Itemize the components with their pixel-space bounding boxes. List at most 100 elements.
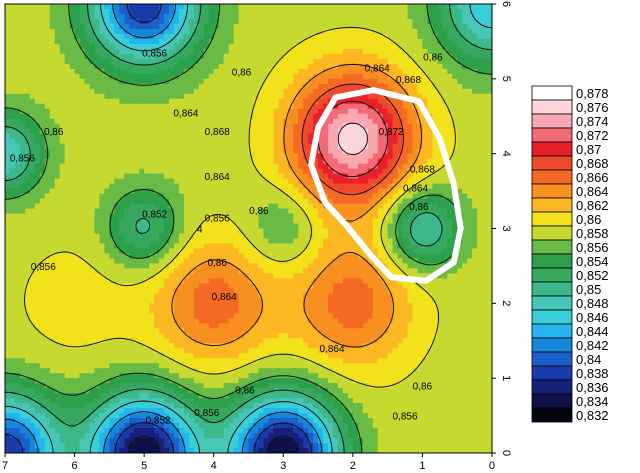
field-cell bbox=[372, 83, 379, 90]
field-cell bbox=[303, 253, 309, 260]
field-cell bbox=[233, 113, 240, 120]
field-cell bbox=[482, 118, 488, 125]
field-cell bbox=[258, 23, 265, 30]
field-cell bbox=[457, 188, 463, 195]
field-cell bbox=[154, 118, 160, 125]
field-cell bbox=[99, 98, 105, 105]
field-cell bbox=[457, 168, 463, 175]
field-cell bbox=[238, 163, 245, 170]
field-cell bbox=[452, 68, 458, 75]
field-cell bbox=[64, 248, 71, 255]
field-cell bbox=[447, 143, 453, 150]
field-cell bbox=[29, 108, 36, 115]
field-cell bbox=[183, 43, 190, 50]
field-cell bbox=[54, 193, 61, 200]
field-cell bbox=[114, 113, 120, 120]
field-cell bbox=[487, 83, 492, 90]
field-cell bbox=[462, 123, 468, 130]
field-cell bbox=[29, 223, 36, 230]
field-cell bbox=[14, 213, 21, 220]
field-cell bbox=[99, 88, 105, 95]
field-cell bbox=[84, 238, 91, 245]
field-cell bbox=[74, 48, 81, 55]
field-cell bbox=[114, 253, 120, 260]
field-cell bbox=[427, 188, 433, 195]
field-cell bbox=[109, 163, 115, 170]
field-cell bbox=[357, 213, 364, 220]
field-cell bbox=[149, 183, 155, 190]
field-cell bbox=[412, 8, 419, 15]
field-cell bbox=[352, 218, 359, 225]
field-cell bbox=[203, 8, 210, 15]
field-cell bbox=[79, 48, 86, 55]
field-cell bbox=[412, 83, 419, 90]
field-cell bbox=[332, 118, 339, 125]
field-cell bbox=[193, 223, 200, 230]
field-cell bbox=[44, 208, 51, 215]
field-cell bbox=[303, 78, 309, 85]
field-cell bbox=[377, 63, 384, 70]
field-cell bbox=[188, 18, 195, 25]
field-cell bbox=[313, 83, 319, 90]
field-cell bbox=[173, 203, 180, 210]
field-cell bbox=[382, 113, 389, 120]
field-cell bbox=[84, 8, 91, 15]
field-cell bbox=[402, 193, 409, 200]
field-cell bbox=[347, 83, 354, 90]
field-cell bbox=[44, 4, 51, 10]
field-cell bbox=[49, 98, 56, 105]
field-cell bbox=[178, 183, 185, 190]
field-cell bbox=[328, 113, 334, 120]
field-cell bbox=[79, 13, 86, 20]
field-cell bbox=[372, 4, 379, 10]
field-cell bbox=[248, 108, 255, 115]
field-cell bbox=[367, 153, 374, 160]
field-cell bbox=[283, 138, 289, 145]
field-cell bbox=[89, 103, 96, 110]
field-cell bbox=[442, 4, 448, 10]
field-cell bbox=[357, 78, 364, 85]
field-cell bbox=[328, 193, 334, 200]
field-cell bbox=[54, 173, 61, 180]
field-cell bbox=[59, 63, 66, 70]
field-cell bbox=[69, 43, 76, 50]
field-cell bbox=[218, 168, 225, 175]
field-cell bbox=[19, 238, 26, 245]
field-cell bbox=[109, 98, 115, 105]
field-cell bbox=[263, 18, 269, 25]
field-cell bbox=[173, 248, 180, 255]
field-cell bbox=[99, 43, 105, 50]
field-cell bbox=[477, 138, 483, 145]
field-cell bbox=[457, 113, 463, 120]
field-cell bbox=[258, 78, 265, 85]
field-cell bbox=[5, 108, 11, 115]
field-cell bbox=[347, 198, 354, 205]
field-cell bbox=[482, 53, 488, 60]
field-cell bbox=[462, 103, 468, 110]
field-cell bbox=[124, 168, 130, 175]
field-cell bbox=[159, 38, 165, 45]
field-cell bbox=[164, 43, 170, 50]
field-cell bbox=[64, 178, 71, 185]
field-cell bbox=[243, 158, 250, 165]
field-cell bbox=[273, 158, 279, 165]
field-cell bbox=[218, 38, 225, 45]
field-cell bbox=[114, 33, 120, 40]
field-cell bbox=[144, 158, 150, 165]
field-cell bbox=[119, 223, 125, 230]
field-cell bbox=[84, 123, 91, 130]
field-cell bbox=[253, 153, 260, 160]
field-cell bbox=[328, 13, 334, 20]
field-cell bbox=[422, 4, 428, 10]
field-cell bbox=[149, 208, 155, 215]
field-cell bbox=[168, 113, 175, 120]
field-cell bbox=[328, 158, 334, 165]
field-cell bbox=[5, 118, 11, 125]
field-cell bbox=[114, 88, 120, 95]
field-cell bbox=[89, 33, 96, 40]
field-cell bbox=[293, 28, 299, 35]
field-cell bbox=[134, 168, 140, 175]
field-cell bbox=[288, 28, 294, 35]
field-cell bbox=[168, 243, 175, 250]
field-cell bbox=[258, 168, 265, 175]
